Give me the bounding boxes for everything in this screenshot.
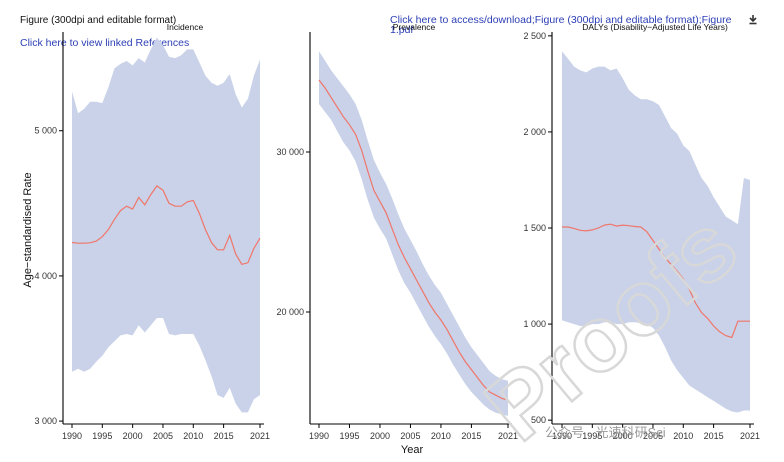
panel-2: 20 000 30 000 1990 1995 2000 2005 2010 2015 2021…	[276, 22, 518, 441]
x-tick-label: 2015	[461, 431, 481, 441]
estimate-line-2	[318, 79, 509, 401]
x-tick-label: 2021	[250, 431, 270, 441]
x-tick-label: 1990	[552, 431, 572, 441]
download-link-line2[interactable]: 1.pdf	[390, 24, 413, 36]
x-tick-label: 2000	[370, 431, 390, 441]
y-tick-label: 3 000	[34, 416, 57, 426]
y-tick-label: 500	[531, 415, 546, 425]
x-tick-label: 2005	[400, 431, 420, 441]
download-link[interactable]: Click here to access/download;Figure (30…	[390, 14, 732, 26]
x-tick-label: 1995	[339, 431, 359, 441]
estimate-line-3	[562, 223, 750, 339]
y-tick-label: 20 000	[276, 307, 304, 317]
references-link[interactable]: Click here to view linked References	[20, 37, 189, 49]
watermark-text: 公众号 · 光速科研Sci	[545, 425, 666, 440]
x-tick-label: 2015	[214, 431, 234, 441]
panel-title: Incidence	[167, 22, 204, 32]
y-axis-label: Age−standardised Rate	[22, 172, 34, 287]
x-tick-label: 1995	[92, 431, 112, 441]
y-tick-label: 2 500	[523, 31, 546, 41]
x-tick-label: 2021	[740, 431, 760, 441]
x-tick-label: 2005	[153, 431, 173, 441]
y-tick-label: 1 500	[523, 223, 546, 233]
x-tick-label: 1990	[309, 431, 329, 441]
x-axis-label: Year	[401, 444, 424, 456]
y-tick-label: 5 000	[34, 126, 57, 136]
download-icon[interactable]	[749, 15, 757, 25]
x-tick-label: 2010	[673, 431, 693, 441]
uncertainty-band-1	[72, 37, 260, 413]
uncertainty-band-2	[319, 51, 508, 416]
panel-title: Prevalence	[393, 22, 436, 32]
uncertainty-band-3	[562, 51, 750, 413]
figure-label: Figure (300dpi and editable format)	[20, 15, 176, 26]
y-tick-label: 30 000	[276, 147, 304, 157]
x-tick-label: 2010	[431, 431, 451, 441]
x-tick-label: 2000	[613, 431, 633, 441]
panel-3: 500 1 000 1 500 2 000 2 500 1990 1995 2000 2005 2…	[523, 22, 760, 441]
y-tick-label: 2 000	[523, 127, 546, 137]
x-tick-label: 2000	[123, 431, 143, 441]
y-tick-label: 1 000	[523, 319, 546, 329]
x-tick-label: 2015	[704, 431, 724, 441]
x-tick-label: 1995	[582, 431, 602, 441]
panel-1: 3 000 4 000 5 000 1990 1995 2000 2005 2010 2015 2…	[34, 22, 270, 441]
x-tick-label: 1990	[62, 431, 82, 441]
x-tick-label: 2005	[643, 431, 663, 441]
x-tick-label: 2010	[183, 431, 203, 441]
y-tick-label: 4 000	[34, 271, 57, 281]
panel-title: DALYs (Disability−Adjusted Life Years)	[582, 22, 728, 32]
x-tick-label: 2021	[498, 431, 518, 441]
estimate-line-1	[71, 185, 261, 265]
